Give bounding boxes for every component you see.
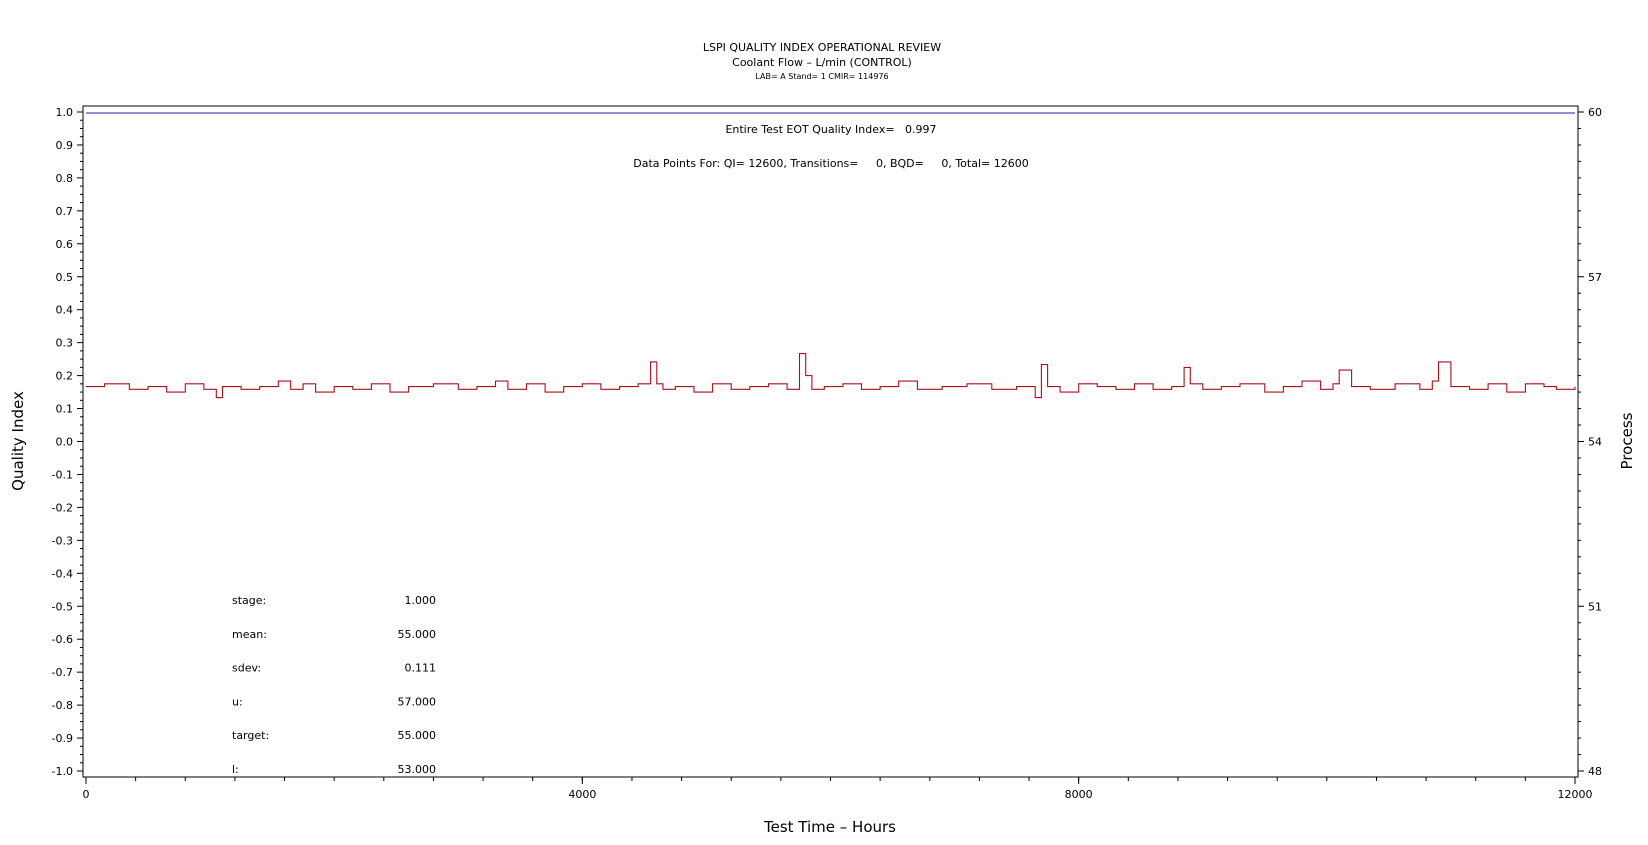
y2-tick-label-3: 57 (1588, 271, 1602, 284)
stat-value-1: 55.000 (398, 628, 437, 641)
x-axis-title: Test Time – Hours (763, 818, 896, 836)
y-tick-label-2: -0.8 (52, 699, 73, 712)
y-tick-label-13: 0.3 (56, 337, 74, 350)
y2-tick-label-1: 51 (1588, 600, 1602, 613)
plot-frame (82, 105, 1579, 778)
y-tick-label-18: 0.8 (56, 172, 74, 185)
y-tick-label-14: 0.4 (56, 304, 74, 317)
y-tick-label-6: -0.4 (52, 567, 73, 580)
chart-title: LSPI QUALITY INDEX OPERATIONAL REVIEW (703, 41, 941, 54)
y-tick-label-17: 0.7 (56, 205, 74, 218)
stat-label-1: mean: (232, 628, 267, 641)
x-tick-label-1: 4000 (568, 788, 596, 801)
y-tick-label-8: -0.2 (52, 501, 73, 514)
stat-label-4: target: (232, 729, 269, 742)
stat-value-3: 57.000 (398, 695, 437, 708)
stat-label-5: l: (232, 763, 239, 776)
y2-axis-title: Process (1618, 412, 1636, 469)
stats-block: stage: 1.000 mean: 55.000 sdev: 0.111 u: 57.000… (232, 594, 436, 776)
y-tick-label-12: 0.2 (56, 370, 74, 383)
chart-subtitle: Coolant Flow – L/min (CONTROL) (732, 56, 912, 69)
stat-value-2: 0.111 (405, 662, 437, 675)
y-tick-label-1: -0.9 (52, 732, 73, 745)
stat-label-2: sdev: (232, 662, 261, 675)
stat-label-0: stage: (232, 594, 266, 607)
stat-value-4: 55.000 (398, 729, 437, 742)
series-layer (86, 112, 1576, 399)
y-tick-label-4: -0.6 (52, 633, 73, 646)
x-tick-label-2: 8000 (1065, 788, 1093, 801)
series-line-1 (86, 353, 1576, 399)
y-tick-label-9: -0.1 (52, 468, 73, 481)
data-points-annotation: Data Points For: QI= 12600, Transitions=… (633, 157, 1028, 170)
quality-index-annotation: Entire Test EOT Quality Index= 0.997 (725, 123, 936, 136)
x-tick-label-0: 0 (83, 788, 90, 801)
y-tick-label-5: -0.5 (52, 600, 73, 613)
x-tick-label-3: 12000 (1558, 788, 1593, 801)
y-tick-label-10: 0.0 (56, 436, 74, 449)
y-tick-label-19: 0.9 (56, 139, 74, 152)
y-axis-title: Quality Index (9, 391, 27, 491)
y2-tick-label-2: 54 (1588, 436, 1602, 449)
axis-ticks: -1.0 -0.9 -0.8 -0.7 -0.6 -0.5 -0.4 -0.3 -0.2 -0.1… (52, 106, 1602, 801)
stat-value-0: 1.000 (405, 594, 437, 607)
y-tick-label-11: 0.1 (56, 403, 74, 416)
y2-tick-label-0: 48 (1588, 765, 1602, 778)
y-tick-label-7: -0.3 (52, 534, 73, 547)
y-tick-label-0: -1.0 (52, 765, 73, 778)
y-tick-label-3: -0.7 (52, 666, 73, 679)
y-tick-label-20: 1.0 (56, 106, 74, 119)
y-tick-label-16: 0.6 (56, 238, 74, 251)
stat-value-5: 53.000 (398, 763, 437, 776)
chart-subtitle-lab: LAB= A Stand= 1 CMIR= 114976 (755, 72, 888, 81)
y-tick-label-15: 0.5 (56, 271, 74, 284)
y2-tick-label-4: 60 (1588, 106, 1602, 119)
stat-label-3: u: (232, 695, 243, 708)
